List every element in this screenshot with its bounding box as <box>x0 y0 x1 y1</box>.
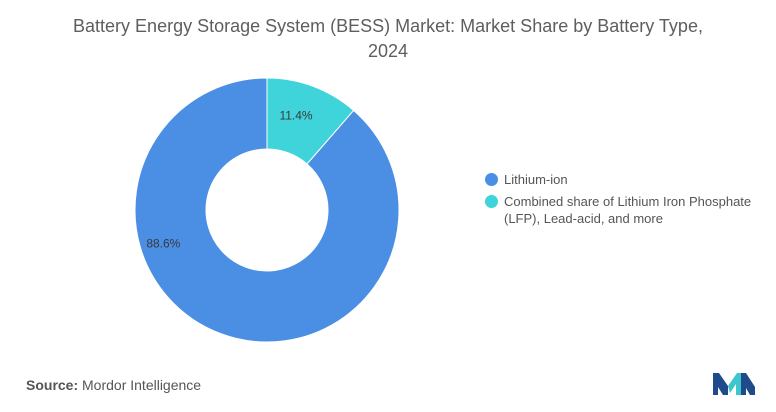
legend-item-combined-share[interactable]: Combined share of Lithium Iron Phosphate… <box>485 193 755 227</box>
donut-slices <box>134 77 400 343</box>
legend-swatch-lithium-ion <box>485 173 498 186</box>
source-note: Source: Mordor Intelligence <box>26 377 201 393</box>
source-text: Mordor Intelligence <box>82 377 202 393</box>
logo-left-mark-icon <box>713 373 728 395</box>
source-label: Source: <box>26 377 79 393</box>
mordor-intelligence-logo <box>713 373 755 395</box>
donut-data-label-0: 11.4% <box>279 109 312 123</box>
chart-legend: Lithium-ion Combined share of Lithium Ir… <box>485 171 755 232</box>
donut-slice-1[interactable] <box>134 77 400 343</box>
legend-label-combined-share: Combined share of Lithium Iron Phosphate… <box>504 194 752 226</box>
chart-title: Battery Energy Storage System (BESS) Mar… <box>73 16 703 61</box>
donut-data-label-1: 88.6% <box>146 237 180 251</box>
logo-middle-mark-icon <box>728 373 741 395</box>
legend-item-lithium-ion[interactable]: Lithium-ion <box>485 171 755 188</box>
legend-swatch-combined-share <box>485 195 498 208</box>
legend-label-lithium-ion: Lithium-ion <box>504 172 568 187</box>
logo-right-mark-icon <box>741 373 755 395</box>
donut-data-labels: 11.4% 88.6% <box>146 109 313 251</box>
